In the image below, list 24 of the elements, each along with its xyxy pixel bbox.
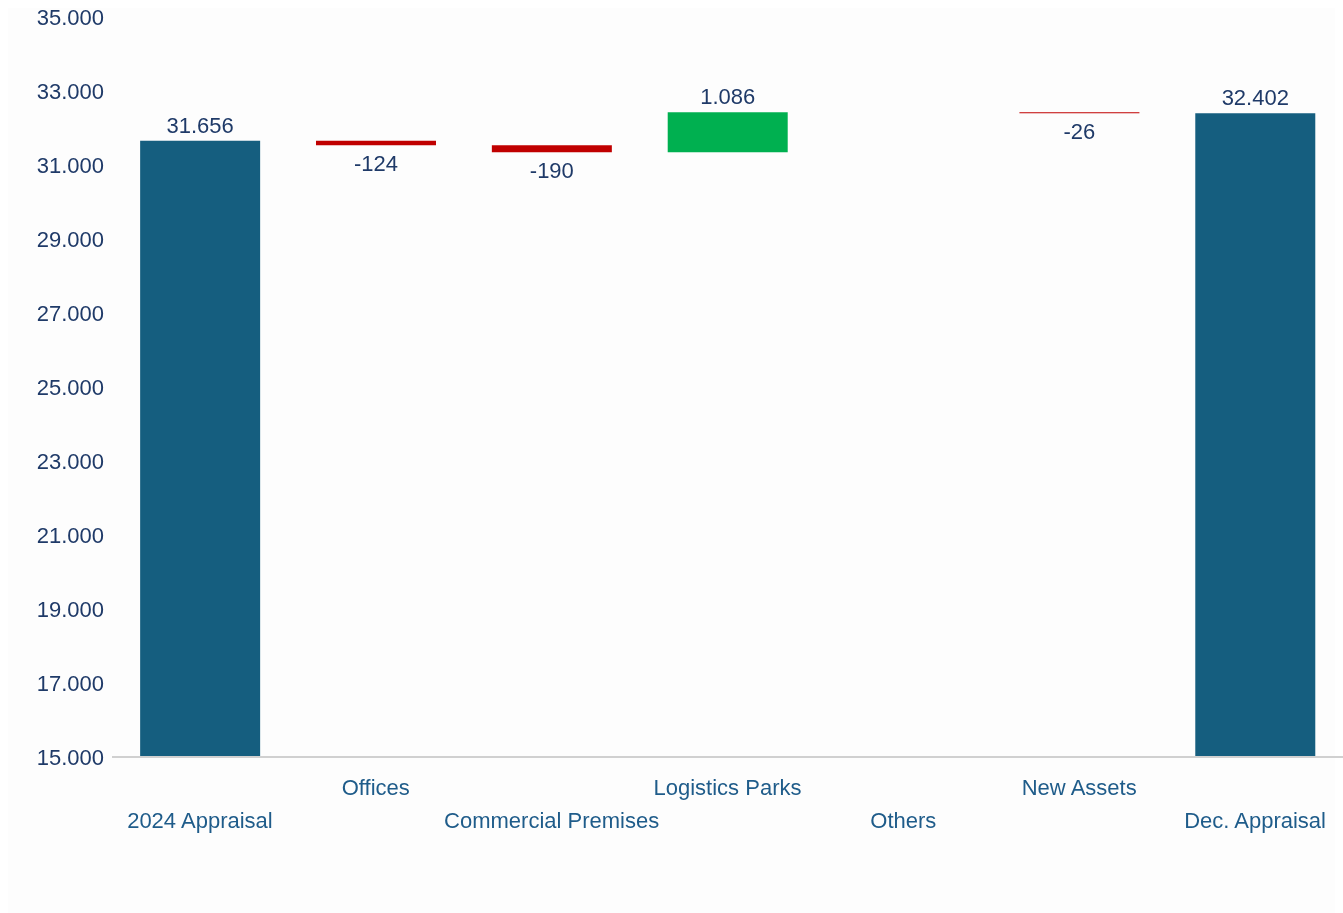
y-tick-label: 27.000 <box>36 300 104 326</box>
x-tick-label: New Assets <box>1021 775 1137 800</box>
data-label: -190 <box>529 158 574 184</box>
x-tick-label: Offices <box>341 775 410 800</box>
x-tick-label: Commercial Premises <box>444 808 660 833</box>
data-label: 31.656 <box>166 112 234 138</box>
x-tick-label: Logistics Parks <box>653 775 802 800</box>
x-tick-label: Dec. Appraisal <box>1184 808 1326 833</box>
y-tick-label: 29.000 <box>36 226 104 252</box>
data-label: -124 <box>353 151 399 177</box>
x-tick-label: Others <box>870 808 937 833</box>
y-tick-label: 35.000 <box>36 4 104 30</box>
y-tick-label: 23.000 <box>36 448 104 474</box>
y-tick-label: 19.000 <box>36 596 104 622</box>
y-tick-label: 21.000 <box>36 522 104 548</box>
y-tick-label: 25.000 <box>36 374 104 400</box>
y-tick-label: 17.000 <box>36 670 104 696</box>
y-tick-label: 33.000 <box>36 78 104 104</box>
y-tick-label: 15.000 <box>36 744 104 770</box>
data-label: 32.402 <box>1221 85 1289 111</box>
data-label: -26 <box>1063 119 1096 145</box>
data-label: 1.086 <box>700 84 756 110</box>
x-tick-label: 2024 Appraisal <box>127 808 273 833</box>
y-tick-label: 31.000 <box>36 152 104 178</box>
